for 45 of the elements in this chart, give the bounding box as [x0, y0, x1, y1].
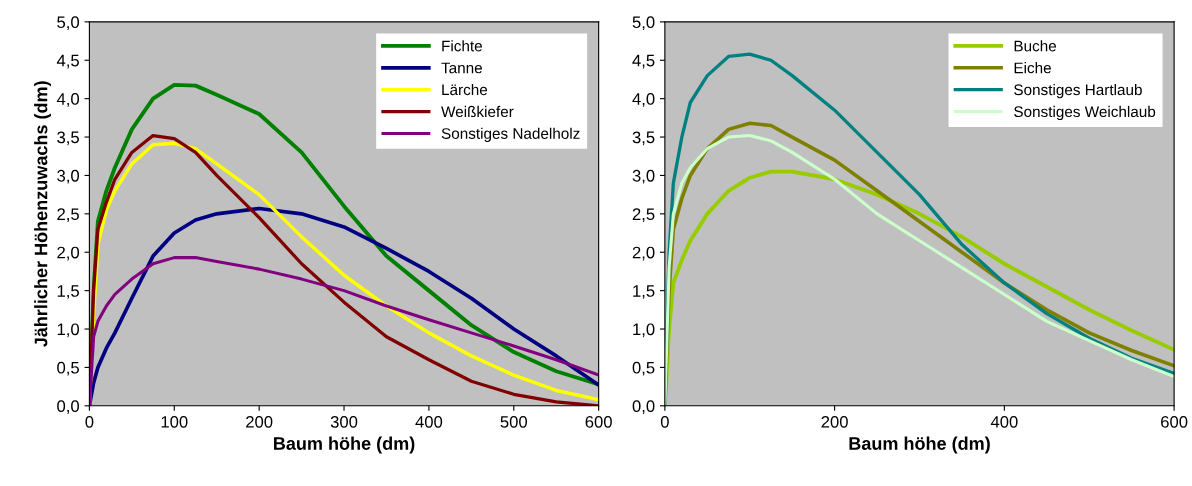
x-tick-label: 100 — [161, 415, 188, 428]
y-tick-label: 3,5 — [632, 131, 655, 146]
y-tick-label: 0,5 — [57, 361, 79, 376]
legend-label: Sonstiges Nadelholz — [441, 127, 580, 142]
y-tick-label: 2,0 — [57, 246, 80, 261]
y-tick-label: 0,0 — [632, 400, 655, 414]
y-tick-label: 1,0 — [633, 323, 655, 338]
y-tick-label: 3,0 — [632, 169, 655, 184]
legend-label: Sonstiges Hartlaub — [1014, 83, 1142, 99]
legend-label: Tanne — [441, 62, 482, 74]
y-tick-label: 2,5 — [57, 208, 79, 223]
x-tick-label: 600 — [585, 415, 612, 428]
y-tick-label: 4,0 — [632, 93, 655, 107]
x-tick-label: 400 — [415, 415, 443, 428]
legend-label: Sonstiges Weichlaub — [1014, 105, 1156, 121]
y-tick-label: 1,5 — [633, 285, 655, 299]
y-tick-label: 4,0 — [56, 93, 80, 107]
y-tick-label: 4,5 — [56, 54, 79, 69]
x-axis-title: Baum höhe (dm) — [849, 436, 990, 454]
y-tick-label: 4,5 — [632, 54, 655, 69]
x-tick-label: 200 — [246, 415, 273, 428]
y-tick-label: 2,5 — [632, 208, 655, 223]
legend-label: Buche — [1014, 40, 1057, 52]
y-tick-label: 3,5 — [57, 131, 79, 146]
x-tick-label: 0 — [660, 415, 669, 428]
y-tick-label: 1,0 — [57, 323, 80, 338]
x-tick-label: 200 — [821, 415, 848, 428]
y-tick-label: 3,0 — [57, 169, 80, 184]
y-axis-title: Jährlicher Höhenzuwachs (dm) — [34, 81, 51, 347]
legend-label: Eiche — [1014, 62, 1051, 74]
y-tick-label: 2,0 — [632, 246, 655, 261]
y-tick-label: 5,0 — [632, 16, 655, 31]
y-tick-label: 0,0 — [57, 400, 80, 414]
x-tick-label: 400 — [990, 415, 1018, 428]
legend-label: Lärche — [442, 83, 488, 96]
legend-label: Fichte — [442, 40, 482, 52]
y-tick-label: 5,0 — [57, 16, 80, 31]
x-tick-label: 600 — [1161, 415, 1188, 428]
y-tick-label: 0,5 — [632, 361, 655, 376]
x-tick-label: 500 — [500, 415, 528, 428]
x-tick-label: 0 — [85, 415, 94, 428]
y-tick-label: 1,5 — [57, 285, 79, 299]
x-axis-title: Baum höhe (dm) — [274, 436, 415, 454]
legend-label: Weißkiefer — [441, 105, 514, 118]
x-tick-label: 300 — [330, 415, 358, 428]
